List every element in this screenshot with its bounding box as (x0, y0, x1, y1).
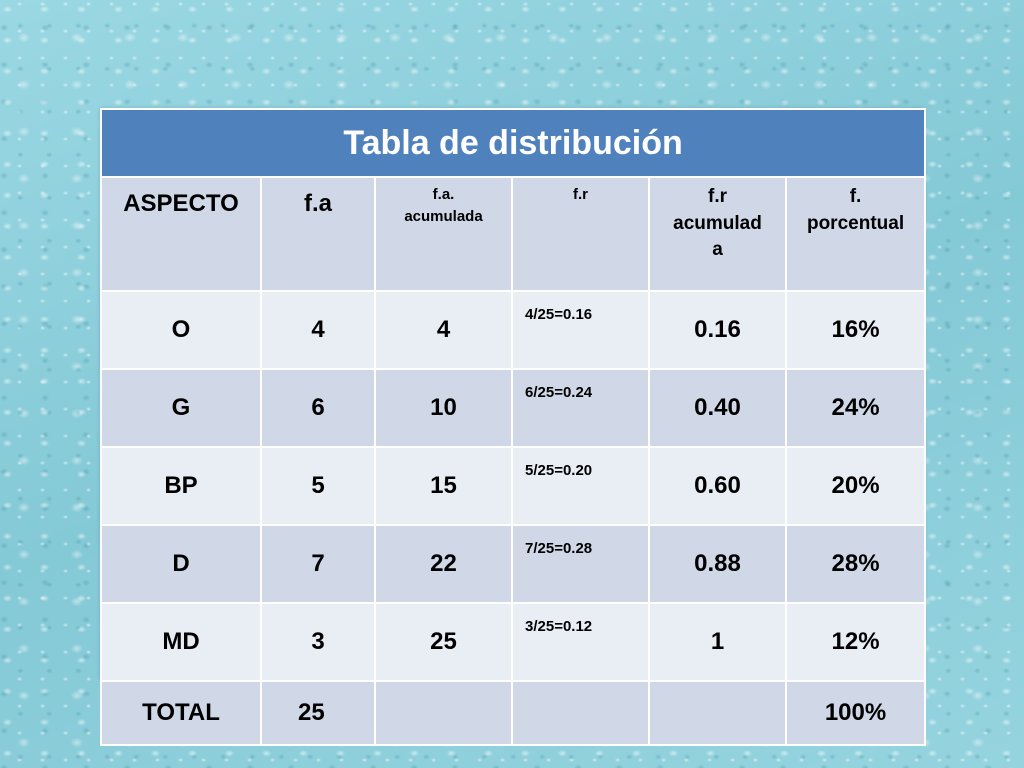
header-fa: f.a (260, 176, 376, 292)
header-porcentual: f. porcentual (784, 176, 927, 292)
cell-fa-acumulada: 22 (374, 524, 513, 604)
cell-fr: 5/25=0.20 (511, 446, 650, 526)
cell-porcentual-total: 100% (784, 680, 927, 746)
cell-porcentual: 28% (784, 524, 927, 604)
cell-fr-acumulada: 0.40 (648, 368, 787, 448)
table-title: Tabla de distribución (99, 108, 927, 178)
header-row: ASPECTO f.a f.a. acumulada f.r f.r acumu… (100, 176, 927, 292)
cell-fr-acumulada: 0.16 (648, 290, 787, 370)
cell-fa-acumulada: 10 (374, 368, 513, 448)
cell-aspecto: MD (100, 602, 262, 682)
distribution-table: Tabla de distribución ASPECTO f.a f.a. a… (99, 108, 927, 746)
table-row: G 6 10 6/25=0.24 0.40 24% (100, 368, 927, 448)
cell-fr: 7/25=0.28 (511, 524, 650, 604)
cell-fr: 4/25=0.16 (511, 290, 650, 370)
total-row: TOTAL 25 100% (100, 680, 927, 746)
cell-aspecto-total: TOTAL (100, 680, 262, 746)
cell-fr-acumulada-total (648, 680, 787, 746)
cell-fa: 4 (260, 290, 376, 370)
cell-aspecto: O (100, 290, 262, 370)
cell-aspecto: BP (100, 446, 262, 526)
cell-fr-acumulada: 1 (648, 602, 787, 682)
cell-porcentual: 20% (784, 446, 927, 526)
cell-fa-acumulada: 15 (374, 446, 513, 526)
cell-fr: 6/25=0.24 (511, 368, 650, 448)
header-fr-acumulada: f.r acumulad a (648, 176, 787, 292)
header-fa-acumulada: f.a. acumulada (374, 176, 513, 292)
table-row: MD 3 25 3/25=0.12 1 12% (100, 602, 927, 682)
title-row: Tabla de distribución (99, 108, 927, 178)
cell-fa-acumulada: 4 (374, 290, 513, 370)
cell-fa: 7 (260, 524, 376, 604)
cell-fa: 5 (260, 446, 376, 526)
cell-fa-acumulada-total (374, 680, 513, 746)
cell-porcentual: 12% (784, 602, 927, 682)
cell-fr-total (511, 680, 650, 746)
cell-fa-total: 25 (260, 680, 376, 746)
cell-porcentual: 24% (784, 368, 927, 448)
cell-fa: 6 (260, 368, 376, 448)
table-row: D 7 22 7/25=0.28 0.88 28% (100, 524, 927, 604)
cell-fr: 3/25=0.12 (511, 602, 650, 682)
cell-fr-acumulada: 0.60 (648, 446, 787, 526)
cell-fr-acumulada: 0.88 (648, 524, 787, 604)
cell-fa: 3 (260, 602, 376, 682)
table-row: BP 5 15 5/25=0.20 0.60 20% (100, 446, 927, 526)
distribution-table-frame: Tabla de distribución ASPECTO f.a f.a. a… (99, 108, 927, 746)
table-row: O 4 4 4/25=0.16 0.16 16% (100, 290, 927, 370)
header-fr: f.r (511, 176, 650, 292)
cell-fa-acumulada: 25 (374, 602, 513, 682)
cell-aspecto: D (100, 524, 262, 604)
cell-aspecto: G (100, 368, 262, 448)
cell-porcentual: 16% (784, 290, 927, 370)
header-aspecto: ASPECTO (100, 176, 262, 292)
